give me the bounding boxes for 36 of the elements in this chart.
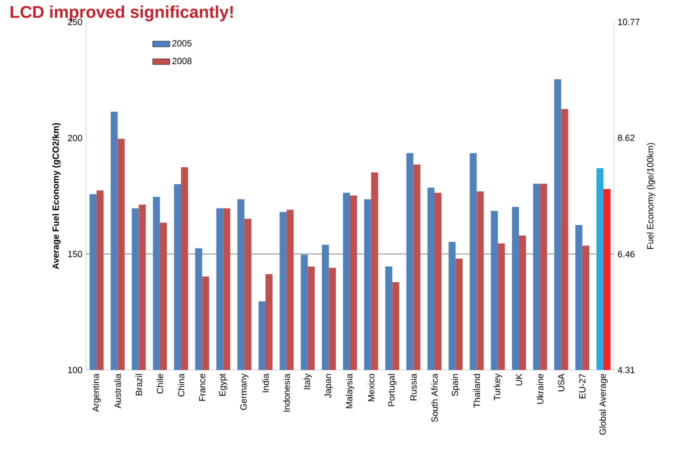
x-tick-label: Mexico xyxy=(368,374,374,402)
x-tick-label: Argentina xyxy=(92,374,101,412)
y2-tick-label: 10.77 xyxy=(618,18,640,26)
x-tick-label: Chile xyxy=(156,374,164,394)
x-tick-label: France xyxy=(199,374,206,401)
legend-label: 2008 xyxy=(172,58,192,64)
legend-label: 2005 xyxy=(172,40,192,46)
x-tick-label: Portugal xyxy=(388,374,396,406)
x-tick-label: Germany xyxy=(240,374,248,410)
x-tick-label: Russia xyxy=(410,374,417,400)
y-tick-label: 200 xyxy=(68,134,82,142)
x-tick-label: UK xyxy=(516,374,522,386)
x-tick-label: Italy xyxy=(304,374,312,390)
y2-axis-title: Fuel Economy (lge/100km) xyxy=(646,142,656,249)
x-tick-label: Australia xyxy=(114,374,121,408)
y-axis-title: Average Fuel Economy (gCO2/km) xyxy=(52,123,61,270)
y2-tick-label: 8.62 xyxy=(618,134,635,141)
x-tick-label: Turkey xyxy=(494,374,502,400)
y-tick-label: 100 xyxy=(68,366,82,374)
x-tick-label: Ukraine xyxy=(536,374,544,404)
x-tick-label: USA xyxy=(558,374,564,392)
x-tick-label: EU-27 xyxy=(579,374,586,398)
x-tick-label: Brazil xyxy=(136,374,142,396)
x-tick-label: Spain xyxy=(451,374,460,396)
y2-tick-label: 6.46 xyxy=(618,250,635,258)
x-tick-label: South Africa xyxy=(431,374,438,422)
x-tick-label: Malaysia xyxy=(346,374,354,408)
x-tick-label: Japan xyxy=(324,374,333,398)
x-tick-label: China xyxy=(178,374,184,396)
x-tick-label: Global Average xyxy=(599,374,608,435)
x-tick-label: Thailand xyxy=(473,374,480,408)
x-tick-label: India xyxy=(262,374,269,392)
x-tick-label: Indonesia xyxy=(283,374,290,412)
x-tick-label: Egypt xyxy=(219,374,228,396)
y2-tick-label: 4.31 xyxy=(618,366,635,374)
y-tick-label: 150 xyxy=(68,250,82,258)
